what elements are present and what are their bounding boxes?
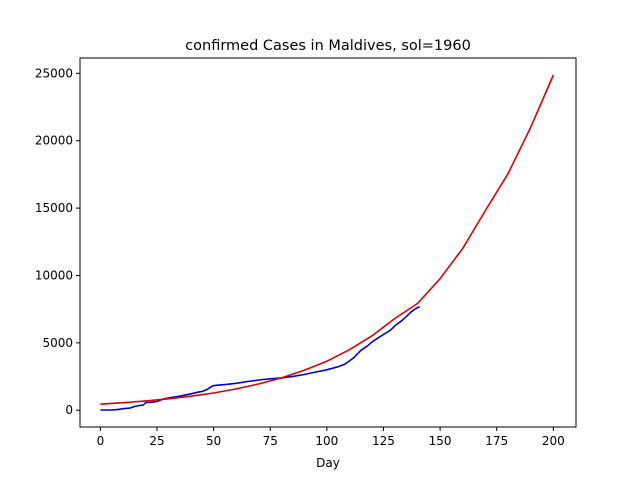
x-tick-label: 100 — [315, 434, 338, 448]
x-tick-label: 200 — [542, 434, 565, 448]
y-tick-label: 15000 — [35, 201, 73, 215]
series-layer — [100, 74, 555, 411]
y-tick-label: 20000 — [35, 134, 73, 148]
model-fit-line — [100, 74, 555, 405]
x-tick-label: 25 — [149, 434, 164, 448]
y-axis: 0 5000 10000 15000 20000 25000 — [35, 66, 80, 417]
x-tick-label: 75 — [263, 434, 278, 448]
y-tick-label: 5000 — [42, 336, 73, 350]
x-tick-label: 150 — [429, 434, 452, 448]
y-tick-label: 10000 — [35, 268, 73, 282]
x-tick-label: 125 — [372, 434, 395, 448]
x-tick-label: 0 — [97, 434, 105, 448]
y-tick-label: 0 — [65, 403, 73, 417]
x-axis: 0 25 50 75 100 125 150 175 200 — [97, 427, 565, 448]
plot-frame — [79, 57, 577, 428]
chart-title: confirmed Cases in Maldives, sol=1960 — [185, 38, 471, 54]
x-tick-label: 175 — [485, 434, 508, 448]
x-axis-label: Day — [316, 456, 340, 470]
y-tick-label: 25000 — [35, 66, 73, 80]
x-tick-label: 50 — [206, 434, 221, 448]
confirmed-cases-line — [100, 305, 421, 411]
